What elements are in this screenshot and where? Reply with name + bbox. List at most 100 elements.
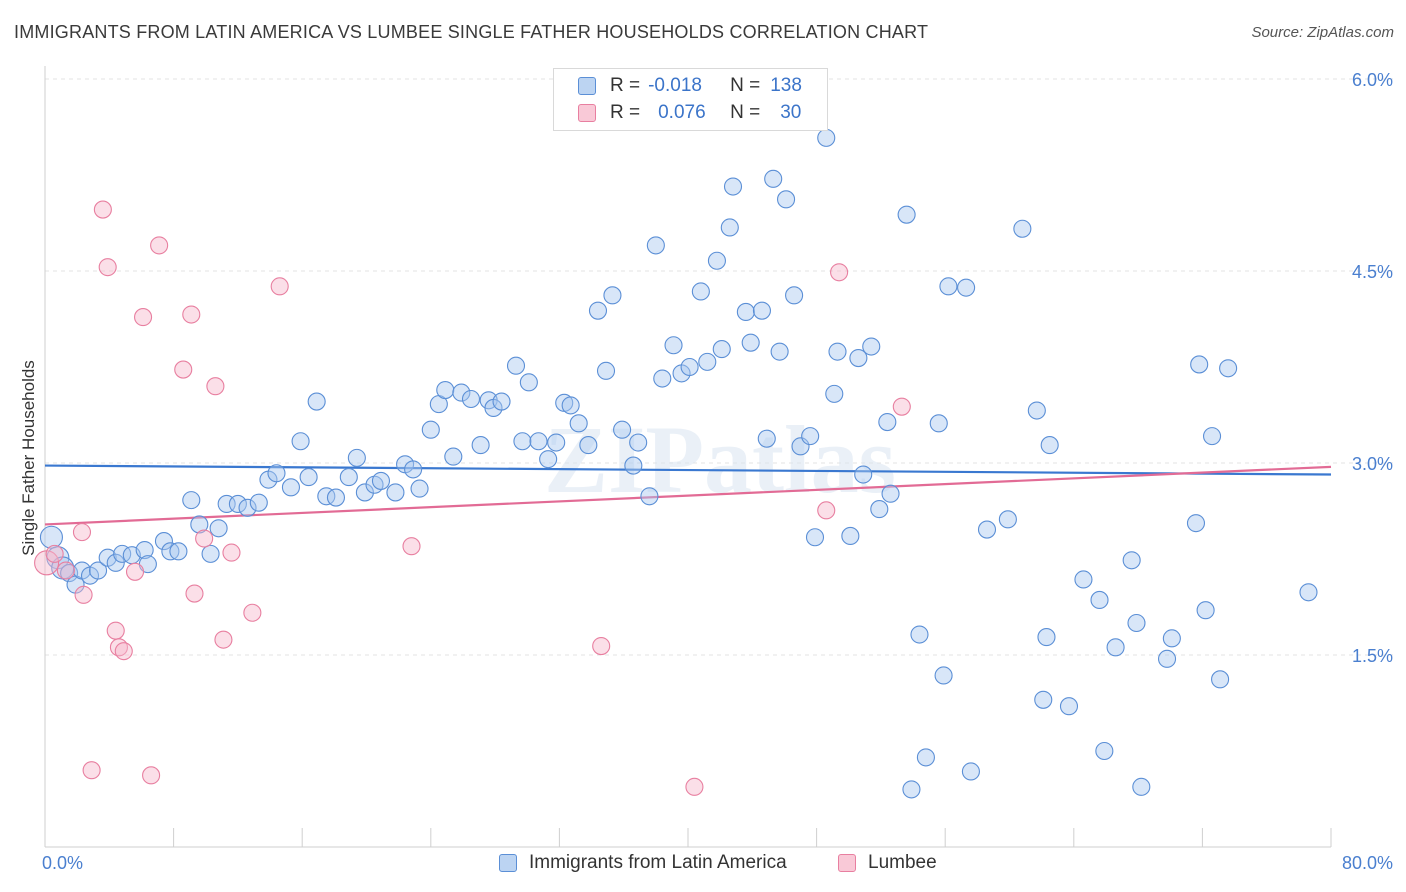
data-point-immigrants	[569, 414, 588, 433]
r-label: R =	[610, 102, 641, 123]
data-point-immigrants	[436, 380, 455, 400]
n-value: 30	[780, 102, 802, 123]
data-point-lumbee	[182, 305, 201, 324]
data-point-immigrants	[646, 236, 665, 255]
data-point-immigrants	[653, 369, 672, 388]
stats-legend: R = -0.018 N = 138 R = 0.076 N = 30	[553, 68, 828, 131]
x-tick-label: 0.0%	[42, 853, 83, 873]
data-point-immigrants	[452, 383, 471, 402]
data-point-immigrants	[529, 432, 548, 451]
points-layer	[34, 128, 1318, 799]
data-point-immigrants	[190, 515, 209, 534]
y-tick-label: 3.0%	[1352, 454, 1393, 474]
source-credit: Source: ZipAtlas.com	[1251, 24, 1394, 41]
n-label: N =	[730, 75, 761, 96]
data-point-lumbee	[142, 766, 161, 785]
data-point-immigrants	[1196, 601, 1215, 620]
data-point-immigrants	[939, 277, 958, 296]
data-point-immigrants	[471, 436, 490, 455]
r-label: R =	[610, 75, 641, 96]
data-point-immigrants	[613, 420, 632, 439]
data-point-immigrants	[39, 525, 63, 549]
x-tick-labels: 0.0% 80.0%	[42, 853, 1393, 873]
data-point-immigrants	[707, 251, 726, 270]
legend-item-immigrants: Immigrants from Latin America	[499, 852, 787, 874]
data-point-immigrants	[1186, 514, 1206, 533]
data-point-lumbee	[270, 277, 289, 296]
data-point-immigrants	[825, 384, 844, 403]
data-point-immigrants	[299, 468, 318, 487]
data-point-lumbee	[74, 585, 93, 604]
data-point-immigrants	[854, 465, 873, 484]
data-point-immigrants	[169, 542, 188, 561]
data-point-immigrants	[934, 666, 953, 685]
data-point-immigrants	[267, 464, 286, 483]
data-point-immigrants	[1095, 741, 1114, 761]
data-point-immigrants	[757, 429, 776, 448]
data-point-immigrants	[870, 500, 889, 519]
data-point-immigrants	[326, 488, 346, 507]
data-point-immigrants	[539, 450, 558, 469]
data-point-immigrants	[238, 498, 257, 517]
data-point-immigrants	[998, 510, 1017, 529]
data-point-immigrants	[113, 544, 132, 563]
data-point-immigrants	[805, 528, 825, 547]
trend-line-lumbee	[44, 465, 1332, 526]
x-tick-label: 80.0%	[1342, 853, 1393, 873]
data-point-immigrants	[849, 348, 868, 368]
data-point-lumbee	[592, 636, 611, 656]
data-point-immigrants	[1090, 590, 1109, 610]
data-point-lumbee	[243, 603, 262, 622]
data-point-immigrants	[817, 128, 836, 147]
data-point-lumbee	[134, 308, 153, 327]
data-point-immigrants	[1211, 670, 1230, 689]
data-point-immigrants	[878, 412, 897, 432]
data-point-immigrants	[1106, 638, 1125, 657]
data-point-immigrants	[135, 540, 154, 560]
data-point-immigrants	[201, 544, 220, 563]
data-point-lumbee	[214, 630, 233, 649]
data-point-lumbee	[93, 200, 112, 219]
n-label: N =	[730, 102, 761, 123]
stats-legend-row-pink: R = 0.076 N = 30	[578, 102, 801, 124]
blue-swatch-icon	[578, 77, 596, 95]
data-point-lumbee	[174, 360, 193, 379]
data-point-immigrants	[339, 468, 358, 487]
data-point-immigrants	[1132, 777, 1151, 796]
data-point-immigrants	[355, 483, 374, 502]
data-point-immigrants	[291, 432, 310, 451]
data-point-lumbee	[56, 561, 75, 580]
data-point-immigrants	[862, 337, 881, 356]
data-point-lumbee	[72, 523, 92, 542]
n-value: 138	[770, 75, 802, 96]
trend-line-immigrants	[44, 464, 1332, 476]
y-tick-label: 4.5%	[1352, 262, 1393, 282]
data-point-immigrants	[1190, 355, 1209, 374]
data-point-lumbee	[222, 543, 241, 562]
data-point-immigrants	[249, 493, 268, 512]
data-point-immigrants	[492, 392, 511, 411]
legend-label-immigrants: Immigrants from Latin America	[529, 852, 787, 873]
data-point-immigrants	[624, 456, 643, 475]
data-point-immigrants	[1040, 436, 1059, 455]
data-point-immigrants	[929, 414, 948, 433]
data-point-lumbee	[206, 377, 225, 396]
data-point-immigrants	[897, 205, 916, 224]
data-point-immigrants	[1013, 219, 1032, 238]
data-point-immigrants	[664, 336, 683, 355]
data-point-immigrants	[741, 333, 760, 352]
data-point-immigrants	[1299, 583, 1318, 602]
data-point-immigrants	[386, 483, 405, 502]
data-point-immigrants	[1027, 401, 1046, 420]
data-point-immigrants	[961, 762, 980, 781]
data-point-immigrants	[1162, 629, 1181, 648]
y-tick-labels: 1.5% 3.0% 4.5% 6.0%	[1352, 70, 1393, 666]
stats-legend-row-blue: R = -0.018 N = 138	[578, 75, 802, 97]
legend-item-lumbee: Lumbee	[838, 852, 937, 874]
r-value: -0.018	[648, 75, 702, 96]
r-value: 0.076	[658, 102, 706, 123]
watermark: ZIPatlas	[544, 406, 896, 513]
data-point-immigrants	[902, 780, 921, 799]
data-point-immigrants	[1127, 613, 1146, 633]
data-point-immigrants	[770, 342, 789, 361]
